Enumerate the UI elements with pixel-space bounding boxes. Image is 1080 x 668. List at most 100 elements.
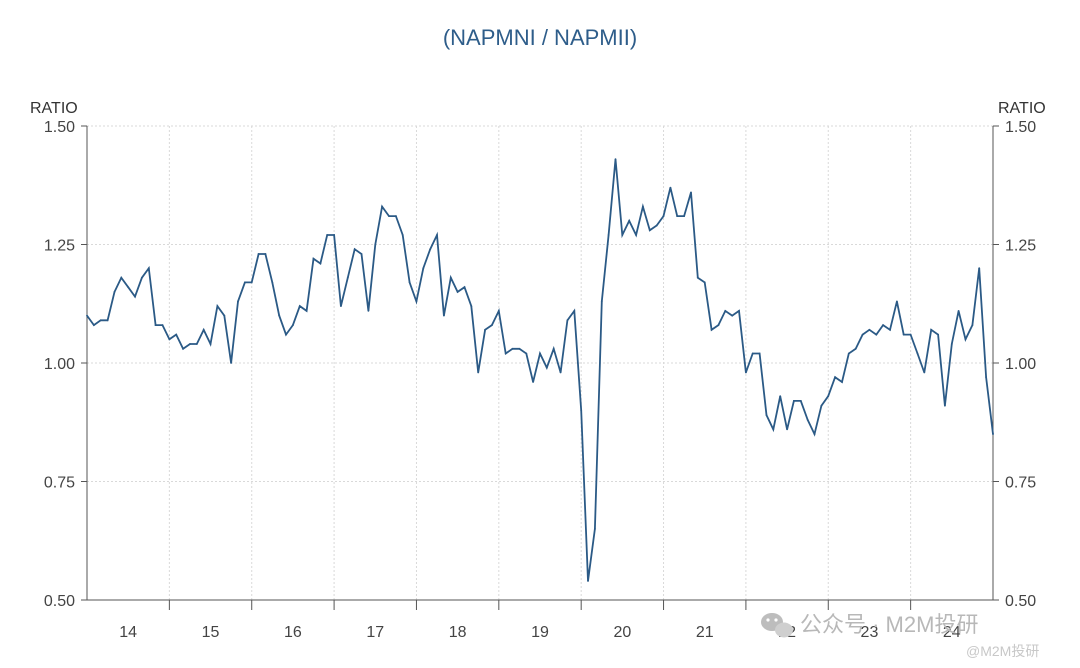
x-tick-label: 17 <box>366 624 384 641</box>
data-point <box>902 333 905 336</box>
y-tick-label-right: 1.50 <box>1005 119 1036 136</box>
data-point <box>937 333 939 336</box>
data-point <box>147 267 150 270</box>
data-point <box>793 400 795 402</box>
data-point <box>690 191 692 194</box>
data-point <box>751 352 754 355</box>
data-point <box>367 310 370 312</box>
data-point <box>868 328 871 331</box>
data-point <box>305 310 308 312</box>
data-point <box>134 295 136 298</box>
data-point <box>607 234 610 236</box>
data-point <box>992 433 994 435</box>
y-tick-label-right: 1.25 <box>1005 238 1036 255</box>
data-point <box>86 314 88 317</box>
data-point <box>443 314 445 317</box>
data-point <box>779 395 782 398</box>
data-point <box>957 310 960 312</box>
y-tick-label-left: 1.00 <box>44 356 75 373</box>
data-point <box>127 286 130 289</box>
y-tick-label-left: 0.75 <box>44 475 75 492</box>
x-tick-label: 19 <box>531 624 549 641</box>
y-axis-label-left: RATIO <box>30 100 78 117</box>
data-point <box>271 281 274 284</box>
data-point <box>497 310 500 312</box>
data-point <box>470 305 473 307</box>
data-point <box>772 428 775 431</box>
data-point <box>834 376 836 379</box>
data-point <box>882 324 884 326</box>
data-point <box>449 276 452 279</box>
data-point <box>381 205 383 208</box>
data-point <box>463 286 466 289</box>
data-point <box>189 343 191 345</box>
data-point <box>614 158 617 161</box>
data-point <box>786 428 788 431</box>
data-point <box>511 347 514 350</box>
data-point <box>504 352 507 355</box>
data-point <box>168 338 171 341</box>
data-point <box>841 381 843 383</box>
data-point <box>731 314 734 317</box>
data-point <box>594 528 596 530</box>
data-point <box>827 395 830 398</box>
data-point <box>257 253 260 255</box>
data-point <box>669 186 672 189</box>
data-point <box>415 300 418 303</box>
data-point <box>923 371 926 374</box>
x-tick-label: 21 <box>696 624 714 641</box>
data-point <box>353 248 356 251</box>
data-point <box>312 257 315 260</box>
data-point <box>99 319 102 322</box>
series-layer <box>86 158 994 582</box>
data-point <box>346 276 349 279</box>
data-point <box>642 205 644 208</box>
data-point <box>944 404 946 407</box>
data-point <box>545 366 548 369</box>
data-point <box>950 343 953 345</box>
data-point <box>648 229 651 232</box>
data-point <box>202 328 205 331</box>
data-point <box>971 324 974 326</box>
data-point <box>703 281 706 284</box>
data-point <box>209 343 212 345</box>
data-point <box>710 328 713 331</box>
data-point <box>930 328 933 331</box>
data-point <box>628 219 631 222</box>
y-tick-label-right: 0.75 <box>1005 475 1036 492</box>
data-point <box>250 281 253 284</box>
data-point <box>724 310 727 312</box>
x-tick-label: 14 <box>119 624 137 641</box>
data-point <box>875 333 878 336</box>
data-point <box>896 300 898 303</box>
data-point <box>847 352 850 355</box>
data-point <box>916 352 919 355</box>
data-point <box>436 234 438 236</box>
data-point <box>326 234 329 236</box>
data-point <box>175 333 178 336</box>
grid <box>87 125 993 601</box>
data-point <box>340 305 342 307</box>
data-point <box>278 314 281 317</box>
data-point <box>889 328 891 331</box>
data-point <box>861 333 864 336</box>
data-point <box>422 267 425 270</box>
data-point <box>395 215 397 218</box>
data-point <box>552 347 555 350</box>
data-point <box>374 243 377 246</box>
y-tick-label-left: 0.50 <box>44 593 75 610</box>
x-tick-label: 24 <box>943 624 961 641</box>
data-point <box>635 234 637 236</box>
data-point <box>216 305 219 307</box>
data-point <box>662 215 665 218</box>
data-point <box>120 276 123 279</box>
data-point <box>230 362 233 364</box>
data-point <box>978 267 981 270</box>
data-point <box>696 276 699 279</box>
data-point <box>717 324 720 326</box>
data-point <box>408 281 411 284</box>
data-point <box>319 262 322 265</box>
data-point <box>154 324 157 326</box>
data-point <box>333 234 335 236</box>
